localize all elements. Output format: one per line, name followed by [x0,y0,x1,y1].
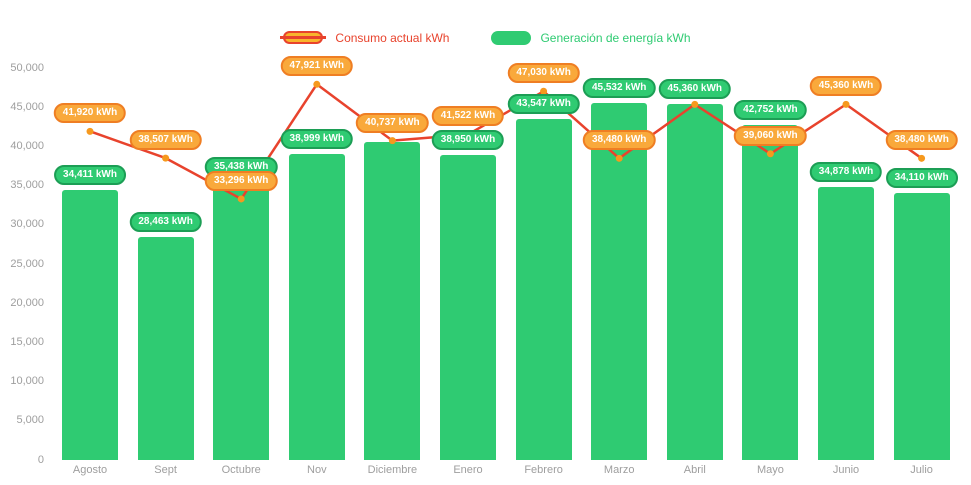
x-axis-label: Mayo [756,464,784,476]
chart-legend: Consumo actual kWh Generación de energía… [0,30,971,45]
y-axis-label: 45,000 [10,100,44,113]
x-axis-label: Nov [307,464,327,476]
x-axis-label: Octubre [221,464,261,476]
legend-label-generacion: Generación de energía kWh [540,30,691,45]
generation-value-label: 45,532 kWh [582,78,656,99]
legend-label-consumo: Consumo actual kWh [335,30,450,45]
consumo-legend-swatch-icon [280,30,327,45]
generation-bar [288,154,345,460]
x-axis-label: Agosto [72,464,108,476]
generation-bar [440,154,496,460]
legend-item-consumo[interactable]: Consumo actual kWh [280,30,449,45]
consumption-value-label: 38,507 kWh [129,130,202,151]
y-axis-label: 35,000 [10,179,44,192]
y-axis-label: 50,000 [10,61,44,74]
consumption-value-label: 41,522 kWh [431,106,505,127]
y-axis-label: 25,000 [10,257,44,270]
y-axis-label: 30,000 [10,218,44,231]
generation-value-label: 34,878 kWh [809,161,883,182]
generation-bar [213,182,270,460]
y-axis-label: 15,000 [10,335,44,348]
x-axis-label: Febrero [524,464,563,476]
generation-value-label: 38,950 kWh [431,129,505,150]
x-axis-label: Abril [683,464,706,476]
generation-value-label: 43,547 kWh [507,93,580,114]
generation-bar [137,236,194,460]
x-axis-label: Enero [453,464,483,476]
x-axis-label: Marzo [603,464,635,476]
consumption-value-label: 38,480 kWh [582,130,656,151]
x-axis-label: Julio [910,464,933,476]
consumption-value-label: 47,030 kWh [507,63,580,84]
generation-bar [893,192,950,460]
y-axis-label: 40,000 [10,139,44,152]
y-axis-label: 20,000 [10,296,44,309]
legend-item-generacion[interactable]: Generación de energía kWh [491,30,691,45]
x-axis-label: Sept [154,464,177,476]
generation-value-label: 38,999 kWh [280,129,354,150]
x-axis-label: Diciembre [367,464,418,476]
generation-bar [62,190,118,460]
consumption-value-label: 45,360 kWh [809,76,883,97]
consumption-value-label: 40,737 kWh [356,112,429,133]
generation-bar [818,186,874,460]
y-axis-label: 0 [37,453,44,466]
generation-value-label: 34,411 kWh [54,165,126,186]
generacion-legend-swatch-icon [491,30,532,45]
consumption-value-label: 38,480 kWh [885,130,958,151]
x-axis-label: Junio [832,464,860,476]
generation-value-label: 42,752 kWh [734,99,807,120]
consumption-value-label: 39,060 kWh [734,125,807,146]
generation-value-label: 45,360 kWh [658,79,732,100]
consumption-value-label: 47,921 kWh [280,56,354,77]
y-axis-label: 5,000 [16,414,44,427]
generation-value-label: 28,463 kWh [129,211,202,232]
consumption-value-label: 41,920 kWh [53,103,127,124]
y-axis-label: 10,000 [10,375,44,388]
consumption-value-label: 33,296 kWh [204,170,278,191]
generation-value-label: 34,110 kWh [885,167,958,188]
